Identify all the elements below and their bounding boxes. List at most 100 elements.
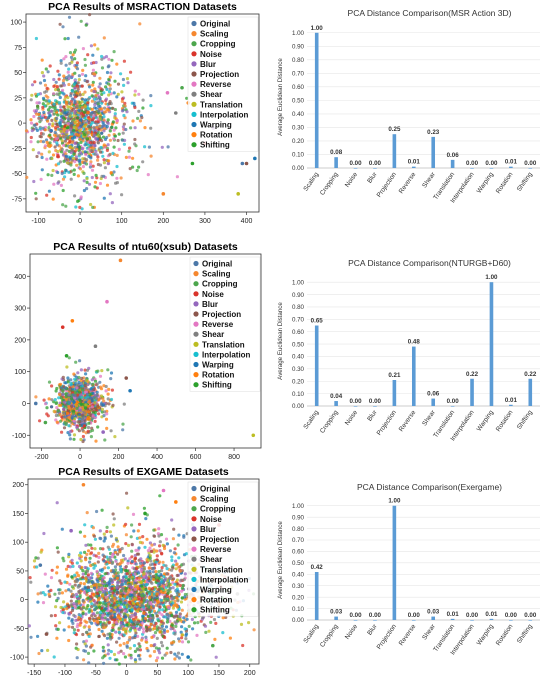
scatter-point — [85, 177, 89, 181]
scatter-point — [125, 572, 129, 576]
scatter-point — [154, 560, 158, 564]
scatter-point — [177, 565, 181, 569]
scatter-point — [142, 575, 146, 579]
x-tick-label: Shifting — [516, 409, 534, 431]
scatter-point — [127, 155, 131, 159]
scatter-point — [61, 78, 66, 83]
scatter-point — [50, 118, 54, 122]
y-tick-label: 0.60 — [292, 84, 305, 91]
scatter-point — [195, 633, 199, 637]
scatter-point — [72, 82, 76, 87]
scatter-point — [59, 129, 63, 133]
scatter-point — [98, 568, 102, 572]
scatter-point — [88, 85, 92, 89]
x-tick-label: Blur — [366, 170, 379, 184]
scatter-point — [34, 36, 39, 41]
scatter-point — [67, 616, 71, 620]
scatter-point — [109, 534, 113, 538]
scatter-point — [50, 405, 54, 409]
bar-chart-exergame: PCA Distance Comparison(Exergame)Average… — [277, 482, 540, 656]
scatter-point — [145, 604, 149, 608]
legend-box — [187, 16, 259, 152]
scatter-point — [90, 621, 94, 625]
scatter-point — [148, 627, 152, 631]
scatter-point — [73, 86, 77, 90]
scatter-point — [140, 603, 144, 608]
scatter-point — [131, 601, 135, 605]
scatter-point — [72, 152, 76, 156]
scatter-point — [53, 108, 57, 113]
bar — [353, 620, 358, 621]
scatter-point — [92, 603, 97, 607]
scatter-point — [101, 649, 105, 653]
x-tick-label: Warping — [476, 623, 496, 647]
scatter-point — [87, 117, 91, 121]
scatter-point — [102, 143, 106, 147]
scatter-point — [165, 572, 169, 576]
scatter-point — [43, 593, 47, 597]
scatter-point — [96, 580, 100, 584]
scatter-point — [73, 194, 77, 198]
scatter-point — [177, 556, 181, 560]
scatter-point — [89, 576, 93, 580]
scatter-point — [111, 603, 115, 607]
scatter-point — [89, 202, 93, 207]
scatter-point — [167, 582, 171, 586]
legend-label: Blur — [200, 60, 216, 69]
bar-value-label: 0.00 — [350, 612, 363, 619]
scatter-point — [95, 176, 99, 180]
scatter-point — [72, 117, 76, 122]
scatter-point — [90, 399, 94, 403]
bar — [431, 616, 436, 620]
scatter-point — [85, 593, 89, 597]
bar — [392, 505, 397, 620]
scatter-point — [75, 561, 79, 565]
scatter-point — [166, 591, 170, 595]
scatter-point — [67, 416, 71, 420]
chart-title: PCA Distance Comparison(MSR Action 3D) — [348, 8, 512, 18]
scatter-point — [98, 601, 102, 605]
bar — [489, 168, 494, 169]
scatter-point — [47, 380, 52, 384]
scatter-point — [64, 386, 68, 390]
scatter-point — [93, 411, 97, 415]
scatter-point — [121, 138, 125, 142]
scatter-point — [170, 623, 174, 627]
scatter-point — [70, 124, 74, 128]
scatter-point — [110, 388, 114, 392]
y-tick-label: -25 — [12, 146, 22, 153]
legend-label: Shifting — [200, 141, 230, 150]
bar-value-label: 0.03 — [427, 609, 440, 616]
bar — [450, 406, 455, 407]
bar-value-label: 0.01 — [505, 159, 518, 166]
scatter-point-outlier — [70, 318, 75, 323]
scatter-point — [159, 640, 164, 645]
x-tick-label: Scaling — [302, 623, 320, 645]
scatter-point — [51, 168, 55, 173]
legend-marker — [191, 51, 197, 57]
bar-value-label: 0.00 — [350, 160, 363, 167]
scatter-point — [134, 562, 138, 566]
scatter-point — [33, 80, 37, 84]
bar-value-label: 0.00 — [447, 398, 460, 405]
scatter-point — [138, 657, 142, 661]
scatter-point — [109, 171, 113, 175]
scatter-point — [164, 564, 168, 568]
scatter-point — [78, 577, 82, 581]
bar — [528, 620, 533, 621]
scatter-point — [36, 634, 40, 638]
scatter-point — [83, 550, 87, 554]
scatter-point — [64, 392, 68, 396]
scatter-point — [79, 408, 83, 413]
scatter-point — [196, 621, 200, 625]
scatter-point — [148, 592, 152, 596]
scatter-point — [101, 589, 105, 593]
x-tick-label: Cropping — [319, 623, 340, 649]
scatter-point — [64, 169, 68, 173]
scatter-point — [67, 356, 71, 360]
scatter-point — [62, 74, 66, 78]
scatter-point — [75, 61, 79, 65]
scatter-point — [111, 570, 115, 574]
scatter-point — [64, 567, 69, 571]
scatter-point — [173, 547, 177, 551]
